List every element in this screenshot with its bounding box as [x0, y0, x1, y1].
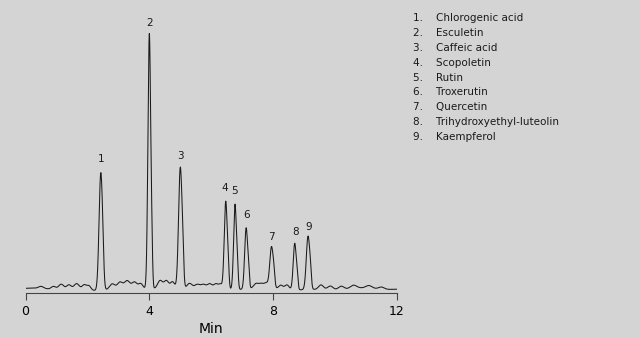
Text: 1.    Chlorogenic acid
2.    Esculetin
3.    Caffeic acid
4.    Scopoletin
5.   : 1. Chlorogenic acid 2. Esculetin 3. Caff…	[413, 13, 559, 142]
Text: 5: 5	[231, 186, 237, 196]
X-axis label: Min: Min	[199, 322, 223, 336]
Text: 1: 1	[98, 154, 105, 164]
Text: 8: 8	[292, 227, 299, 237]
Text: 9: 9	[305, 221, 312, 232]
Text: 7: 7	[268, 232, 275, 242]
Text: 6: 6	[243, 210, 250, 220]
Text: 4: 4	[222, 183, 228, 193]
Text: 3: 3	[177, 151, 184, 161]
Text: 2: 2	[146, 18, 153, 28]
